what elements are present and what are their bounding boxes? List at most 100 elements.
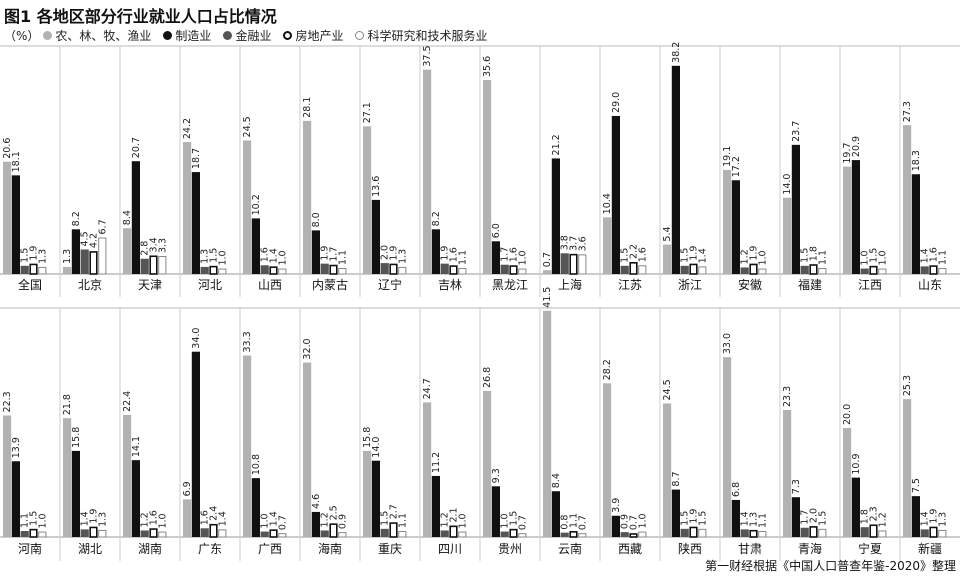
bar-research — [218, 529, 227, 538]
value-label-research: 3.3 — [157, 238, 168, 253]
value-label-research: 1.0 — [757, 250, 768, 265]
value-label-manufacturing: 23.7 — [791, 121, 802, 142]
bar-agriculture — [543, 270, 552, 274]
value-label-agriculture: 24.2 — [182, 118, 193, 139]
category-label: 北京 — [78, 278, 102, 292]
value-label-agriculture: 1.3 — [62, 249, 73, 264]
bar-manufacturing — [791, 497, 800, 537]
value-label-agriculture: 23.3 — [782, 386, 793, 407]
bar-real-estate — [689, 263, 698, 275]
bar-finance — [320, 530, 329, 537]
bar-agriculture — [303, 362, 312, 537]
value-label-research: 0.7 — [517, 515, 528, 530]
value-label-manufacturing: 20.9 — [851, 136, 862, 157]
bar-finance — [440, 530, 449, 537]
value-label-finance: 1.7 — [800, 510, 811, 525]
bar-manufacturing — [611, 115, 620, 274]
bar-finance — [260, 265, 269, 274]
legend-swatch-real-estate — [283, 31, 293, 40]
value-label-finance: 1.5 — [20, 248, 31, 263]
value-label-real-estate: 1.4 — [269, 248, 280, 263]
value-label-research: 0.7 — [577, 515, 588, 530]
value-label-research: 1.5 — [817, 511, 828, 526]
category-label: 四川 — [438, 542, 462, 556]
bar-real-estate — [809, 264, 818, 275]
bar-research — [758, 531, 767, 538]
value-label-agriculture: 20.0 — [842, 404, 853, 425]
bar-agriculture — [663, 244, 672, 274]
bar-finance — [560, 532, 569, 537]
value-label-finance: 1.2 — [440, 512, 451, 527]
bar-real-estate — [89, 251, 98, 275]
legend-label-research: 科学研究和技术服务业 — [367, 29, 488, 43]
value-label-research: 1.1 — [757, 513, 768, 528]
category-label: 黑龙江 — [492, 278, 528, 292]
legend-item-agriculture: 农、林、牧、渔业 — [43, 27, 151, 44]
bar-finance — [860, 527, 869, 537]
value-label-manufacturing: 8.0 — [311, 212, 322, 227]
bar-finance — [680, 528, 689, 538]
value-label-research: 1.0 — [157, 513, 168, 528]
value-label-manufacturing: 3.9 — [611, 498, 622, 513]
bar-research — [518, 268, 527, 275]
legend-swatch-finance — [223, 31, 233, 40]
value-label-manufacturing: 21.2 — [551, 134, 562, 155]
value-label-research: 1.4 — [217, 511, 228, 526]
value-label-agriculture: 28.2 — [602, 359, 613, 380]
bar-research — [278, 533, 287, 538]
value-label-real-estate: 2.1 — [449, 507, 460, 522]
bar-finance — [740, 529, 749, 537]
bar-real-estate — [869, 524, 878, 538]
value-label-research: 1.3 — [37, 249, 48, 264]
bar-research — [698, 528, 707, 538]
value-label-agriculture: 6.9 — [182, 481, 193, 496]
bar-agriculture — [483, 390, 492, 537]
value-label-research: 1.3 — [397, 249, 408, 264]
value-label-agriculture: 41.5 — [542, 287, 553, 308]
value-label-agriculture: 32.0 — [302, 338, 313, 359]
bar-finance — [500, 531, 509, 537]
legend-label-manufacturing: 制造业 — [175, 29, 212, 43]
value-label-research: 1.3 — [937, 512, 948, 527]
value-label-finance: 1.6 — [200, 510, 211, 525]
bar-real-estate — [149, 528, 158, 538]
bar-research — [938, 529, 947, 538]
bar-agriculture — [723, 169, 732, 274]
bar-manufacturing — [11, 461, 20, 538]
legend-item-manufacturing: 制造业 — [163, 27, 211, 44]
bar-agriculture — [603, 217, 612, 274]
value-label-real-estate: 1.5 — [869, 248, 880, 263]
value-label-agriculture: 21.8 — [62, 394, 73, 415]
bar-finance — [800, 265, 809, 274]
value-label-finance: 1.5 — [680, 248, 691, 263]
value-label-agriculture: 5.4 — [662, 226, 673, 241]
bar-finance — [500, 264, 509, 275]
bar-finance — [440, 263, 449, 274]
value-label-agriculture: 27.3 — [902, 101, 913, 122]
value-label-real-estate: 1.8 — [809, 246, 820, 261]
category-label: 新疆 — [918, 541, 942, 556]
value-label-real-estate: 3.7 — [569, 236, 580, 251]
value-label-real-estate: 1.9 — [749, 246, 760, 261]
category-label: 内蒙古 — [312, 277, 348, 292]
bar-real-estate — [929, 265, 938, 275]
bar-manufacturing — [311, 230, 320, 274]
value-label-manufacturing: 8.2 — [431, 211, 442, 226]
category-label: 浙江 — [678, 278, 702, 292]
bar-finance — [320, 263, 329, 274]
value-label-finance: 1.4 — [920, 248, 931, 263]
category-label: 海南 — [318, 541, 342, 556]
value-label-manufacturing: 10.9 — [851, 453, 862, 474]
value-label-agriculture: 14.0 — [782, 174, 793, 195]
value-label-manufacturing: 14.0 — [371, 437, 382, 458]
value-label-real-estate: 2.4 — [209, 506, 220, 521]
value-label-manufacturing: 29.0 — [611, 92, 622, 113]
value-label-finance: 1.2 — [740, 249, 751, 264]
value-label-finance: 1.7 — [500, 247, 511, 262]
bar-research — [158, 256, 167, 275]
bar-agriculture — [303, 120, 312, 274]
bar-agriculture — [783, 197, 792, 274]
value-label-real-estate: 1.7 — [329, 247, 340, 262]
category-label: 上海 — [558, 277, 582, 292]
bar-real-estate — [29, 528, 38, 538]
